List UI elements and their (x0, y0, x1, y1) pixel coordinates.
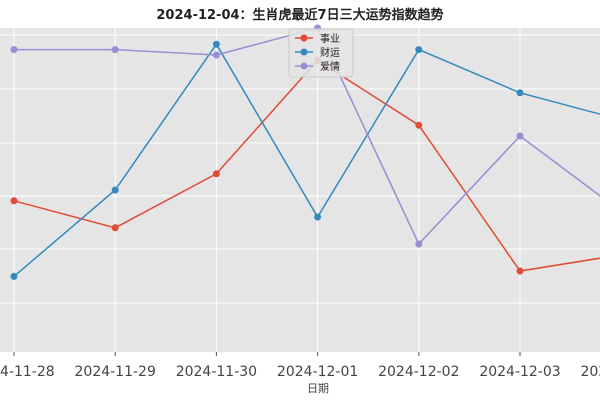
x-tick-label: 2024-12-04 (581, 364, 600, 380)
data-point (516, 89, 524, 97)
plot-area (0, 28, 600, 352)
data-point (415, 46, 423, 54)
data-point (516, 132, 524, 140)
chart-title: 2024-12-04：生肖虎最近7日三大运势指数趋势 (156, 7, 443, 23)
data-point (10, 197, 18, 205)
legend-label: 财运 (320, 46, 340, 59)
x-tick-label: 2024-11-28 (0, 364, 55, 380)
grid (0, 28, 600, 352)
data-point (314, 213, 322, 221)
x-tick-label: 2024-11-30 (176, 364, 257, 380)
data-point (10, 272, 18, 280)
x-tick-label: 2024-12-02 (378, 364, 459, 380)
x-tick-label: 2024-12-03 (479, 364, 560, 380)
series-3 (10, 24, 600, 248)
legend-label: 爱情 (320, 60, 340, 73)
x-tick-label: 2024-11-29 (75, 364, 156, 380)
data-point (212, 170, 220, 178)
x-tick-label: 2024-12-01 (277, 364, 358, 380)
data-point (111, 186, 119, 194)
data-point (212, 51, 220, 59)
data-point (212, 40, 220, 48)
data-point (111, 224, 119, 232)
data-point (10, 46, 18, 54)
legend-label: 事业 (320, 32, 340, 45)
data-point (111, 46, 119, 54)
data-point (415, 121, 423, 129)
legend-marker (300, 62, 308, 70)
legend-marker (300, 34, 308, 42)
x-axis-label: 日期 (307, 382, 329, 395)
x-axis-ticks: 2024-11-28 2024-11-29 2024-11-30 2024-12-01… (0, 352, 600, 380)
legend-item: 爱情 (295, 60, 340, 73)
legend-marker (300, 48, 308, 56)
series-2 (10, 40, 600, 280)
legend-item: 事业 (295, 32, 340, 45)
data-point (516, 267, 524, 275)
data-point (415, 240, 423, 248)
legend-item: 财运 (295, 46, 340, 59)
